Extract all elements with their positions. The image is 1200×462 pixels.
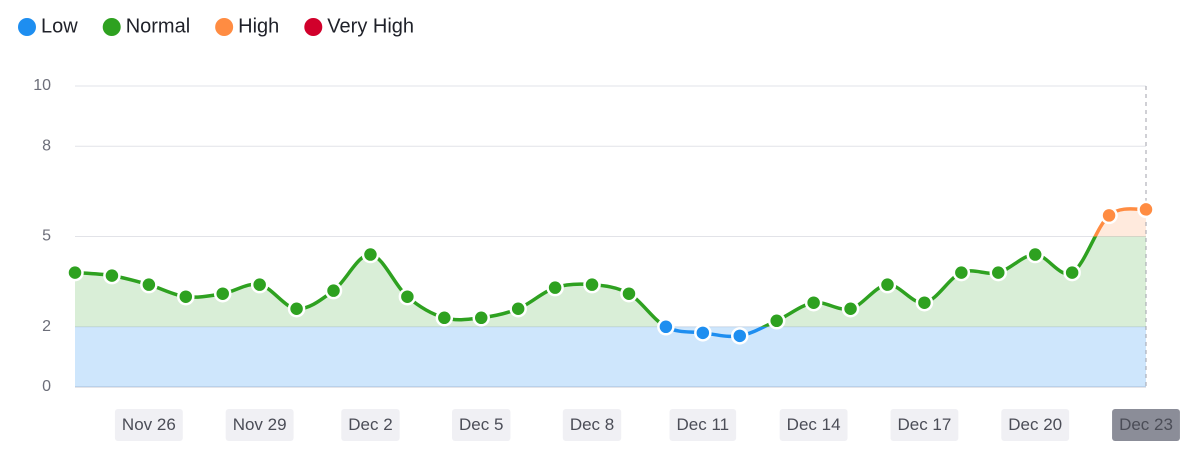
point xyxy=(915,293,934,312)
x-tick: Dec 8 xyxy=(562,409,622,441)
x-tick-label: Nov 29 xyxy=(233,415,287,434)
x-tick-label: Dec 23 xyxy=(1119,415,1173,434)
point xyxy=(989,263,1008,282)
y-tick-label: 8 xyxy=(42,137,51,154)
point xyxy=(472,309,490,327)
point xyxy=(140,275,158,294)
x-tick: Dec 14 xyxy=(779,409,848,441)
point xyxy=(583,275,601,294)
x-tick: Dec 5 xyxy=(452,409,511,441)
point xyxy=(1137,200,1155,219)
point xyxy=(694,324,712,342)
x-tick: Dec 17 xyxy=(890,409,959,441)
x-tick-label: Dec 2 xyxy=(348,415,392,434)
point xyxy=(177,287,195,306)
x-tick-box xyxy=(341,409,400,441)
y-tick-label: 0 xyxy=(42,378,51,395)
point xyxy=(66,263,84,282)
point xyxy=(952,263,971,282)
band-area xyxy=(1095,208,1146,237)
legend-swatch xyxy=(215,18,234,36)
point xyxy=(250,275,269,294)
point xyxy=(324,281,343,300)
point xyxy=(841,299,860,318)
point xyxy=(103,266,121,285)
x-tick-box xyxy=(1001,409,1070,441)
point xyxy=(435,309,454,327)
y-tick-label: 5 xyxy=(42,228,51,245)
y-tick-label: 10 xyxy=(33,77,51,94)
x-tick-box xyxy=(114,409,183,441)
x-tick: Dec 20 xyxy=(1001,409,1070,441)
point xyxy=(657,318,675,336)
point xyxy=(804,293,823,312)
x-tick: Nov 29 xyxy=(225,409,294,441)
legend-label: Very High xyxy=(327,15,414,37)
point xyxy=(620,284,638,303)
x-tick: Dec 11 xyxy=(669,409,737,441)
legend-label: High xyxy=(238,15,279,37)
x-tick-label: Dec 5 xyxy=(459,415,503,434)
band-area xyxy=(75,326,1146,387)
x-tick-box xyxy=(225,409,294,441)
point xyxy=(1063,263,1081,282)
x-tick-label: Dec 8 xyxy=(570,415,614,434)
x-tick-box xyxy=(452,409,511,441)
x-tick: Dec 2 xyxy=(341,409,400,441)
x-tick-label: Dec 17 xyxy=(897,415,951,434)
x-tick-label: Dec 20 xyxy=(1008,415,1062,434)
x-tick-box xyxy=(779,409,848,441)
x-tick-box xyxy=(669,409,737,441)
point xyxy=(1026,245,1044,264)
point xyxy=(731,327,749,345)
point xyxy=(361,245,380,264)
point xyxy=(287,299,306,318)
point xyxy=(509,299,527,318)
band-area xyxy=(75,236,1146,327)
legend-label: Normal xyxy=(126,15,190,37)
x-tick-label: Dec 11 xyxy=(677,415,730,434)
legend-swatch xyxy=(18,18,36,36)
x-tick: Nov 26 xyxy=(114,409,183,441)
x-tick-box xyxy=(1112,409,1180,441)
y-tick-label: 2 xyxy=(42,318,51,335)
x-tick-box xyxy=(562,409,622,441)
x-tick-label: Dec 14 xyxy=(787,415,841,434)
legend-swatch xyxy=(102,18,121,36)
legend-swatch xyxy=(304,18,323,36)
point xyxy=(1100,206,1118,225)
x-tick: Dec 23 xyxy=(1112,409,1180,441)
x-tick-box xyxy=(890,409,959,441)
point xyxy=(878,275,897,294)
point xyxy=(546,278,564,297)
point xyxy=(213,284,232,303)
point xyxy=(398,287,417,306)
x-tick-label: Nov 26 xyxy=(122,415,176,434)
legend-label: Low xyxy=(41,15,78,37)
point xyxy=(767,312,786,330)
